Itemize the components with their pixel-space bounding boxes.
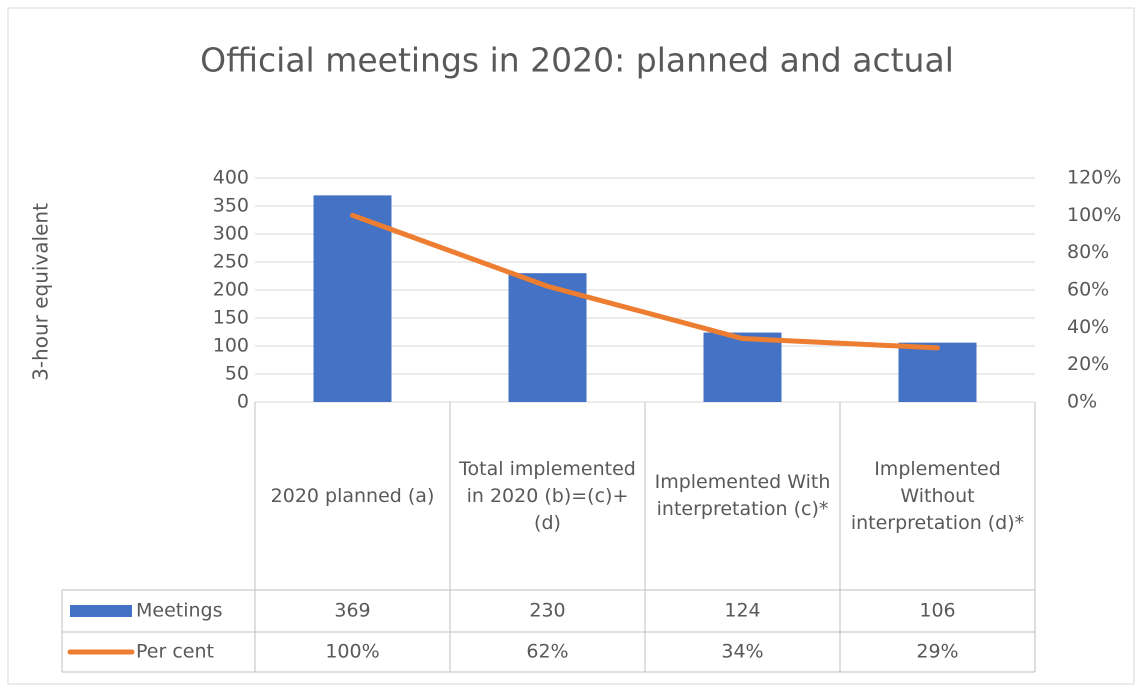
y2-tick-label: 40% (1067, 316, 1109, 338)
y-tick-label: 250 (213, 251, 249, 273)
y-tick-label: 200 (213, 279, 249, 301)
y2-tick-label: 20% (1067, 353, 1109, 375)
y2-tick-label: 80% (1067, 241, 1109, 263)
line (350, 212, 940, 351)
y2-tick-label: 100% (1067, 204, 1121, 226)
y-tick-label: 0 (237, 391, 249, 413)
table-value: 100% (325, 641, 379, 663)
table-value: 34% (721, 641, 763, 663)
y-tick-label: 150 (213, 307, 249, 329)
legend-label: Per cent (136, 641, 214, 663)
category-label: 2020 planned (a) (270, 484, 435, 507)
table-value: 230 (529, 600, 565, 622)
y-tick-label: 300 (213, 223, 249, 245)
legend-label: Meetings (136, 600, 223, 622)
category-label: Total implemented in 2020 (b)=(c)+(d) (459, 457, 636, 534)
y-tick-label: 400 (213, 167, 249, 189)
bar (703, 332, 782, 402)
table-value: 124 (724, 600, 760, 622)
category-label: Implemented Without interpretation (d)* (850, 457, 1025, 534)
y2-tick-label: 120% (1067, 167, 1121, 189)
bar (313, 195, 392, 402)
table-value: 369 (334, 600, 370, 622)
table-value: 106 (919, 600, 955, 622)
y-tick-label: 50 (225, 363, 249, 385)
y-tick-label: 100 (213, 335, 249, 357)
y-axis-title: 3-hour equivalent (29, 203, 53, 381)
category-label: Implemented With interpretation (c)* (654, 471, 831, 520)
y2-tick-label: 0% (1067, 391, 1097, 413)
y-tick-label: 350 (213, 195, 249, 217)
legend-swatch (70, 605, 132, 617)
table-value: 29% (916, 641, 958, 663)
bar (898, 342, 977, 402)
table-value: 62% (526, 641, 568, 663)
chart-title: Official meetings in 2020: planned and a… (200, 41, 954, 80)
y2-tick-label: 60% (1067, 279, 1109, 301)
